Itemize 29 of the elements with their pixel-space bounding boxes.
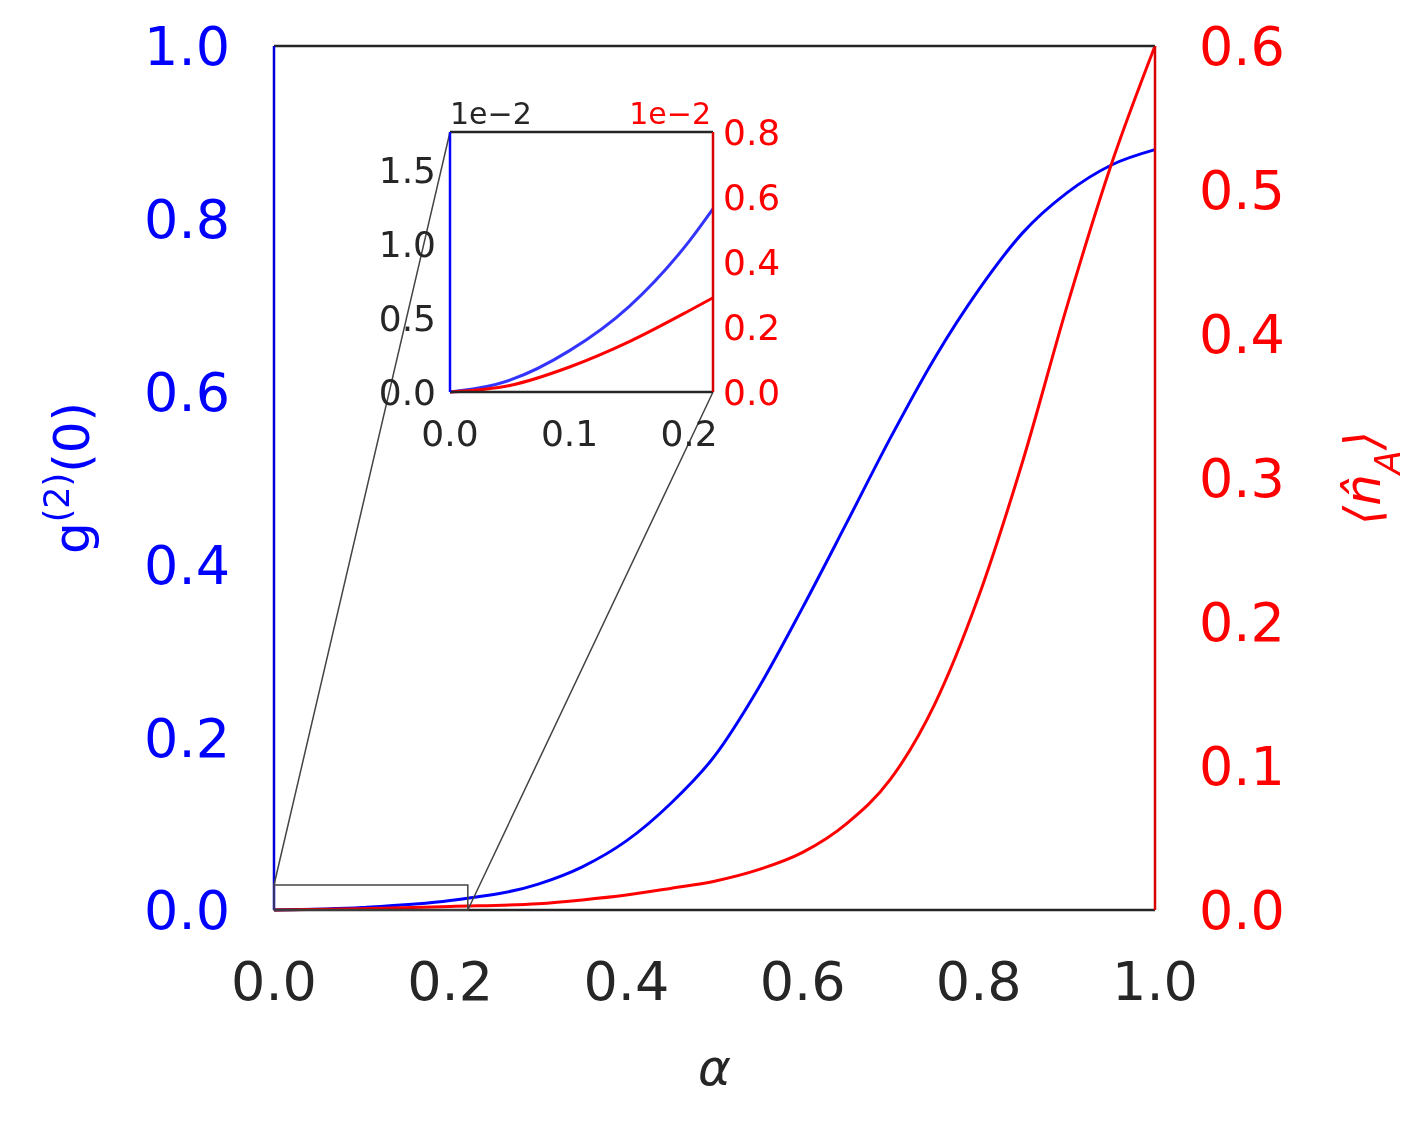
annotation: 1e−2 (629, 96, 711, 131)
y2-tick-label: 0.1 (1199, 735, 1285, 799)
y-tick-label: 1.5 (378, 150, 436, 192)
y2-tick-label: 0.4 (723, 241, 781, 283)
x-tick-label: 0.1 (540, 413, 599, 454)
x-tick-label: 0.8 (935, 950, 1022, 1013)
annotation: 1e−2 (450, 96, 532, 131)
y-tick-label: 0.0 (144, 879, 230, 943)
x-tick-label: 0.0 (231, 950, 317, 1013)
y2-tick-label: 0.0 (723, 371, 781, 413)
x-tick-label: 0.0 (421, 413, 479, 454)
y2-tick-label: 0.5 (1199, 159, 1285, 223)
y2-tick-label: 0.6 (723, 176, 781, 218)
x-axis-title: α (698, 1039, 732, 1097)
y2-tick-label: 0.6 (1199, 15, 1285, 79)
x-tick-label: 0.6 (759, 950, 846, 1013)
y2-tick-label: 0.4 (1199, 303, 1285, 367)
x-tick-label: 0.4 (583, 950, 670, 1013)
y-tick-label: 0.8 (144, 188, 230, 252)
y2-tick-label: 0.3 (1199, 447, 1285, 511)
y2-tick-label: 0.0 (1199, 879, 1285, 943)
line-series (448, 296, 715, 394)
y2-tick-label: 0.2 (1199, 591, 1285, 655)
x-tick-label: 1.0 (1112, 950, 1198, 1013)
y-tick-label: 0.2 (144, 706, 230, 770)
y2-tick-label: 0.2 (723, 306, 781, 348)
y-tick-label: 1.0 (144, 15, 230, 79)
y-tick-label: 0.4 (144, 533, 230, 597)
y2-tick-label: 0.8 (723, 111, 781, 153)
